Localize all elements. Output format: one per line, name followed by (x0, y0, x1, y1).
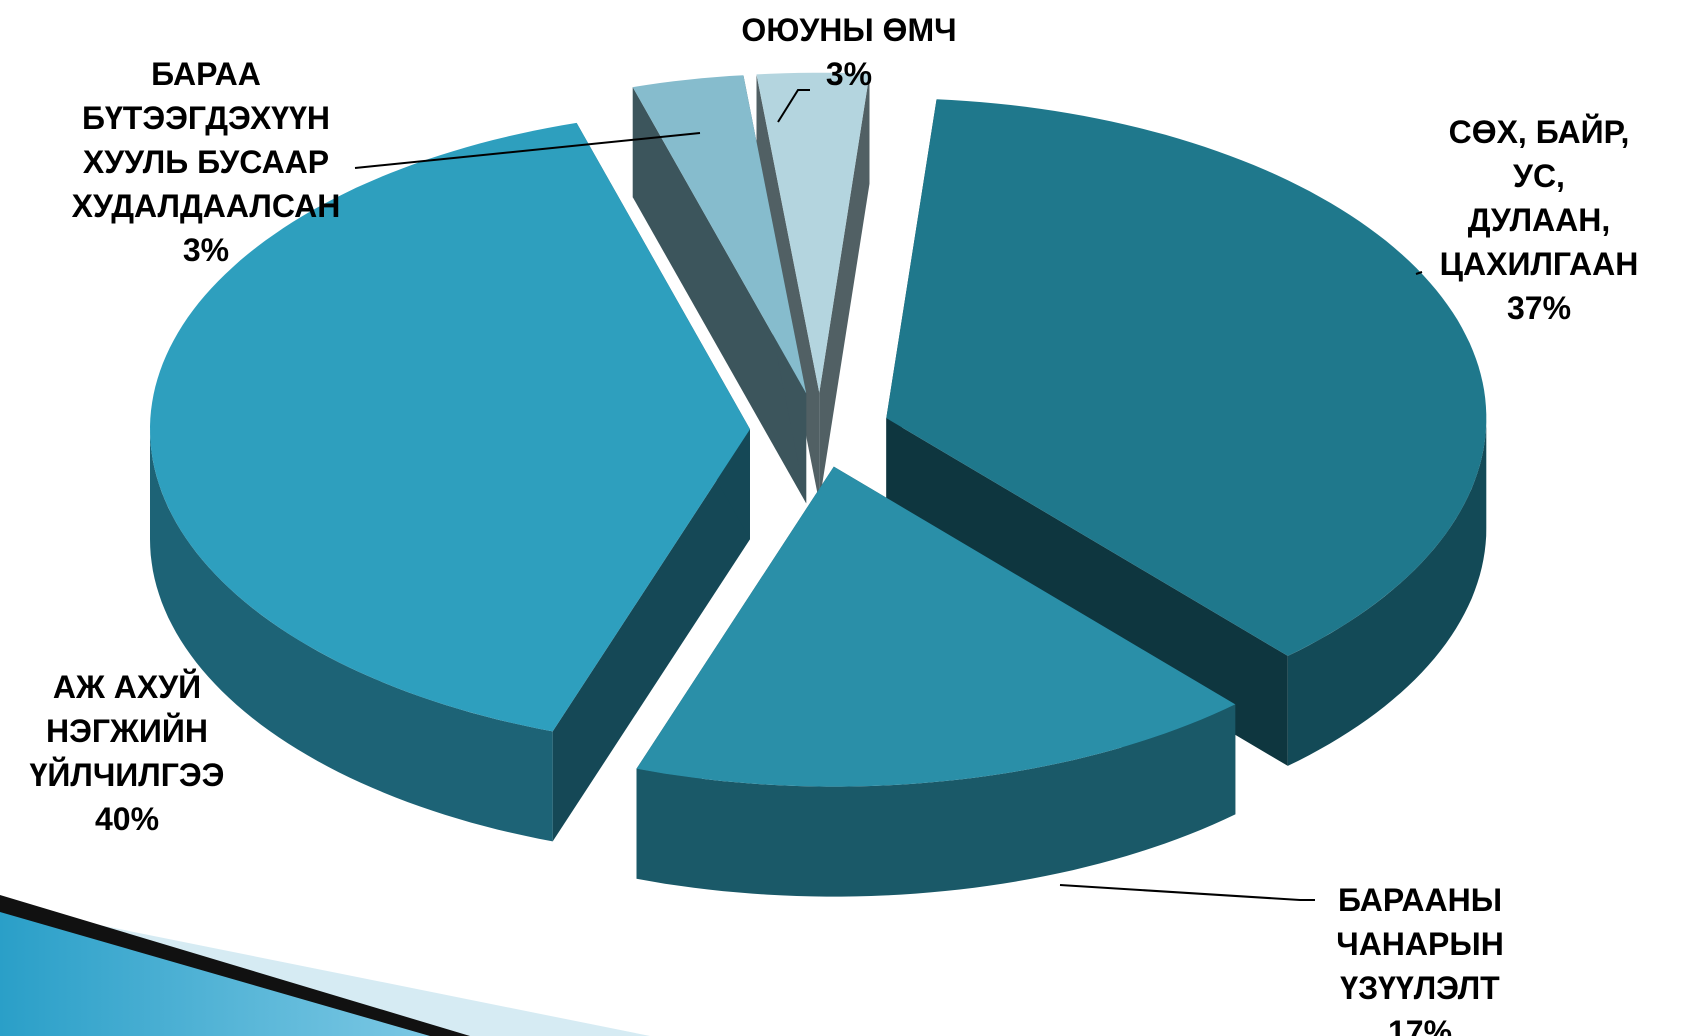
category-label: БАРАА БҮТЭЭГДЭХҮҮН ХУУЛЬ БУСААР ХУДАЛДАА… (71, 56, 341, 224)
category-label: БАРААНЫ ЧАНАРЫН ҮЗҮҮЛЭЛТ (1336, 882, 1504, 1006)
slice-top (636, 466, 1236, 787)
slice-side (552, 429, 750, 842)
slice-label: СӨХ, БАЙР, УС, ДУЛААН, ЦАХИЛГААН 37% (1440, 110, 1639, 330)
leader-lines (354, 89, 1423, 901)
slice-top (756, 72, 870, 393)
slice-side (819, 73, 870, 503)
slice (632, 75, 807, 504)
category-label: АЖ АХУЙ НЭГЖИЙН ҮЙЛЧИЛГЭЭ (29, 669, 225, 793)
slice-label: БАРААНЫ ЧАНАРЫН ҮЗҮҮЛЭЛТ 17% (1336, 878, 1504, 1036)
slice-top (632, 75, 807, 394)
value-label: 3% (825, 56, 873, 92)
value-label: 17% (1387, 1014, 1453, 1036)
slice (150, 122, 750, 842)
slice-side (632, 87, 807, 504)
category-label: ОЮУНЫ ӨМЧ (741, 12, 957, 48)
slice-top (886, 99, 1487, 656)
value-label: 40% (94, 801, 160, 837)
slice-top (150, 122, 750, 732)
slice-label: АЖ АХУЙ НЭГЖИЙН ҮЙЛЧИЛГЭЭ 40% (30, 665, 225, 841)
slice-wall (1287, 418, 1487, 766)
slice-wall (636, 704, 1236, 897)
value-label: 37% (1506, 290, 1572, 326)
value-label: 3% (182, 232, 230, 268)
slice (636, 466, 1236, 897)
pie (150, 72, 1487, 897)
slice-label: ОЮУНЫ ӨМЧ 3% (741, 8, 956, 96)
slice-label: БАРАА БҮТЭЭГДЭХҮҮН ХУУЛЬ БУСААР ХУДАЛДАА… (72, 52, 341, 272)
category-label: СӨХ, БАЙР, УС, ДУЛААН, ЦАХИЛГААН (1439, 114, 1639, 282)
slice-wall (150, 429, 553, 842)
decoration (0, 895, 650, 1036)
